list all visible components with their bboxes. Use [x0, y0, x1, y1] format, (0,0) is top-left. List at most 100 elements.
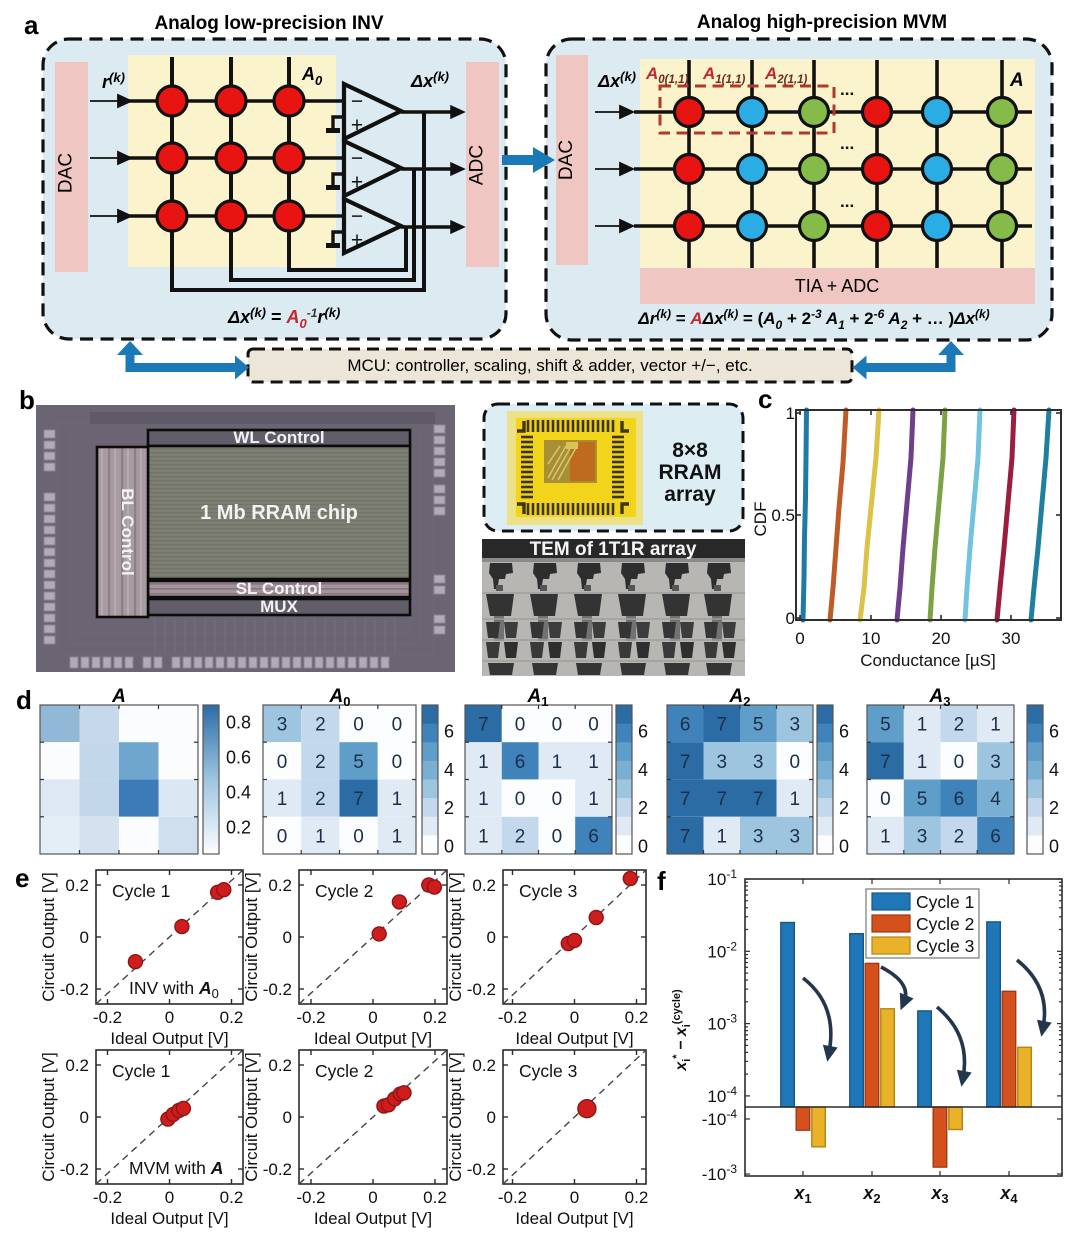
svg-text:1: 1: [880, 826, 891, 847]
svg-text:Circuit Output [V]: Circuit Output [V]: [446, 872, 465, 1001]
svg-text:0: 0: [353, 826, 364, 847]
svg-text:BL Control: BL Control: [118, 488, 137, 576]
svg-text:5: 5: [880, 715, 891, 736]
svg-text:2: 2: [315, 715, 326, 736]
svg-text:TEM of 1T1R array: TEM of 1T1R array: [530, 539, 697, 560]
svg-text:0: 0: [552, 715, 563, 736]
svg-text:1: 1: [478, 752, 489, 773]
svg-text:1: 1: [392, 826, 403, 847]
svg-text:Analog low-precision INV: Analog low-precision INV: [154, 13, 383, 34]
svg-text:Circuit Output [V]: Circuit Output [V]: [446, 1052, 465, 1181]
svg-text:Ideal Output [V]: Ideal Output [V]: [314, 1029, 432, 1048]
svg-text:0.4: 0.4: [226, 783, 251, 803]
svg-text:0.2: 0.2: [268, 876, 292, 895]
svg-text:1: 1: [552, 752, 563, 773]
svg-text:-0.2: -0.2: [467, 980, 496, 999]
svg-text:0: 0: [786, 609, 795, 628]
svg-text:2: 2: [954, 715, 965, 736]
svg-text:+: +: [351, 171, 363, 194]
svg-text:0: 0: [392, 752, 403, 773]
svg-text:0: 0: [515, 789, 526, 810]
svg-text:c: c: [758, 388, 772, 414]
svg-text:0.2: 0.2: [226, 818, 251, 838]
svg-text:10-2: 10-2: [707, 939, 737, 961]
svg-text:7: 7: [753, 789, 764, 810]
svg-text:CDF: CDF: [751, 502, 770, 537]
svg-text:3: 3: [990, 752, 1001, 773]
svg-text:0: 0: [283, 1108, 292, 1127]
svg-text:DAC: DAC: [56, 153, 77, 193]
svg-text:10-3: 10-3: [707, 1012, 737, 1034]
svg-text:-0.2: -0.2: [498, 1008, 527, 1027]
svg-text:10-4: 10-4: [707, 1084, 737, 1106]
svg-text:3: 3: [917, 826, 928, 847]
svg-text:4: 4: [839, 760, 849, 780]
svg-text:x4: x4: [999, 1183, 1018, 1206]
svg-text:0: 0: [515, 715, 526, 736]
svg-text:1: 1: [478, 789, 489, 810]
svg-text:Cycle 1: Cycle 1: [916, 892, 974, 912]
svg-text:d: d: [16, 685, 32, 715]
svg-text:0.2: 0.2: [65, 876, 89, 895]
svg-text:2: 2: [444, 798, 454, 818]
svg-text:-0.2: -0.2: [60, 980, 89, 999]
svg-text:7: 7: [680, 752, 691, 773]
svg-text:2: 2: [515, 826, 526, 847]
svg-text:1: 1: [917, 752, 928, 773]
svg-text:A: A: [111, 686, 126, 707]
svg-text:MVM with A: MVM with A: [129, 1158, 223, 1178]
svg-text:-0.2: -0.2: [93, 1188, 122, 1207]
svg-text:1: 1: [588, 752, 599, 773]
svg-text:0: 0: [277, 752, 288, 773]
svg-text:2: 2: [315, 752, 326, 773]
svg-text:TIA + ADC: TIA + ADC: [795, 276, 880, 296]
svg-text:1: 1: [990, 715, 1001, 736]
svg-text:0.5: 0.5: [771, 506, 795, 525]
svg-text:0.2: 0.2: [268, 1056, 292, 1075]
svg-text:0: 0: [638, 836, 648, 856]
svg-text:SL Control: SL Control: [236, 579, 323, 598]
svg-text:0: 0: [570, 1188, 579, 1207]
svg-text:array: array: [664, 483, 716, 506]
svg-text:-10-4: -10-4: [702, 1107, 738, 1129]
svg-text:Cycle 2: Cycle 2: [315, 1061, 373, 1081]
svg-text:MUX: MUX: [260, 597, 298, 616]
svg-text:0: 0: [880, 789, 891, 810]
svg-text:0: 0: [1049, 836, 1059, 856]
svg-text:0.2: 0.2: [423, 1008, 447, 1027]
svg-text:1: 1: [786, 404, 795, 423]
svg-text:1: 1: [478, 826, 489, 847]
svg-text:0.2: 0.2: [220, 1008, 244, 1027]
svg-text:3: 3: [277, 715, 288, 736]
svg-text:0: 0: [368, 1008, 377, 1027]
svg-text:7: 7: [680, 789, 691, 810]
svg-text:A1: A1: [527, 686, 549, 709]
svg-text:b: b: [19, 390, 35, 415]
svg-text:0: 0: [165, 1008, 174, 1027]
svg-text:1: 1: [790, 789, 801, 810]
svg-text:0.8: 0.8: [226, 713, 251, 733]
svg-text:3: 3: [753, 826, 764, 847]
svg-text:0.2: 0.2: [625, 1008, 649, 1027]
svg-text:4: 4: [638, 760, 648, 780]
svg-text:1: 1: [917, 715, 928, 736]
svg-text:-0.2: -0.2: [93, 1008, 122, 1027]
svg-text:0: 0: [283, 928, 292, 947]
svg-text:3: 3: [717, 752, 728, 773]
svg-text:Ideal Output [V]: Ideal Output [V]: [515, 1029, 633, 1048]
svg-text:0: 0: [444, 836, 454, 856]
svg-text:...: ...: [840, 80, 854, 99]
svg-text:4: 4: [444, 760, 454, 780]
svg-text:Ideal Output [V]: Ideal Output [V]: [515, 1209, 633, 1228]
svg-text:5: 5: [353, 752, 364, 773]
svg-text:0.2: 0.2: [220, 1188, 244, 1207]
svg-text:x2: x2: [862, 1183, 880, 1206]
svg-text:Cycle 2: Cycle 2: [916, 914, 974, 934]
svg-text:-0.2: -0.2: [498, 1188, 527, 1207]
svg-text:Δx(k) = A0-1r(k): Δx(k) = A0-1r(k): [227, 305, 340, 331]
svg-text:10: 10: [862, 629, 881, 648]
svg-text:Conductance [µS]: Conductance [µS]: [860, 651, 996, 670]
svg-text:2: 2: [1049, 798, 1059, 818]
svg-text:-0.2: -0.2: [60, 1160, 89, 1179]
svg-text:0: 0: [80, 1108, 89, 1127]
